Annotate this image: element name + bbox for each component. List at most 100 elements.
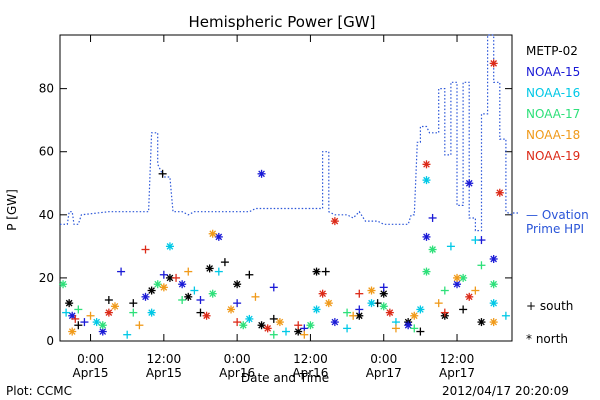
data-point-metp-02-star <box>184 292 193 301</box>
data-point-noaa-15-star <box>141 292 150 301</box>
data-point-noaa-15-plus <box>428 213 437 222</box>
legend-entry-noaa-19: NOAA-19 <box>526 149 580 163</box>
ovation-line-layer <box>60 34 513 232</box>
data-point-noaa-17-plus <box>129 308 138 317</box>
data-point-noaa-19-plus <box>172 273 181 282</box>
ovation-prime-hpi-line <box>60 34 513 232</box>
data-point-noaa-18-star <box>68 327 77 336</box>
legend-entry-noaa-18: NOAA-18 <box>526 128 580 142</box>
x-tick-time-label: 12:00 <box>440 352 475 366</box>
data-point-metp-02-plus <box>129 299 138 308</box>
data-point-metp-02-plus <box>321 267 330 276</box>
data-point-noaa-19-star <box>263 324 272 333</box>
data-point-noaa-15-plus <box>233 299 242 308</box>
data-point-metp-02-plus <box>245 270 254 279</box>
data-point-metp-02-star <box>312 267 321 276</box>
data-point-noaa-15-star <box>330 318 339 327</box>
data-point-noaa-18-plus <box>349 311 358 320</box>
data-point-noaa-15-plus <box>355 305 364 314</box>
data-point-noaa-19-star <box>489 59 498 68</box>
x-tick-date-label: Apr15 <box>146 366 182 380</box>
chart-title: Hemispheric Power [GW] <box>189 13 376 31</box>
data-point-noaa-17-plus <box>477 261 486 270</box>
data-point-noaa-18-star <box>110 302 119 311</box>
x-axis-label: Date and Time <box>241 371 329 385</box>
x-tick-date-label: Apr15 <box>73 366 109 380</box>
data-point-noaa-19-plus <box>294 321 303 330</box>
data-point-noaa-18-star <box>275 318 284 327</box>
data-point-metp-02-plus <box>220 258 229 267</box>
data-point-noaa-18-plus <box>135 321 144 330</box>
data-point-noaa-15-plus <box>159 270 168 279</box>
data-point-noaa-18-star <box>410 311 419 320</box>
data-point-noaa-19-star <box>385 308 394 317</box>
data-point-noaa-18-star <box>208 229 217 238</box>
data-point-noaa-17-star <box>153 280 162 289</box>
data-point-noaa-16-plus <box>471 236 480 245</box>
data-point-noaa-18-star <box>324 299 333 308</box>
y-tick-label: 60 <box>39 145 54 159</box>
data-point-noaa-17-star <box>239 321 248 330</box>
data-point-noaa-18-plus <box>434 299 443 308</box>
data-point-noaa-17-plus <box>440 286 449 295</box>
data-point-noaa-16-plus <box>446 242 455 251</box>
data-point-noaa-16-star <box>165 242 174 251</box>
data-point-noaa-16-plus <box>214 267 223 276</box>
plot-frame <box>59 34 513 342</box>
data-point-noaa-17-star <box>428 245 437 254</box>
data-point-noaa-16-star <box>245 314 254 323</box>
ovation-legend-line2: Prime HPI <box>526 222 584 236</box>
data-points-layer <box>59 59 510 339</box>
data-point-noaa-19-plus <box>440 308 449 317</box>
data-point-noaa-18-plus <box>86 311 95 320</box>
data-point-noaa-15-star <box>214 232 223 241</box>
x-tick-date-label: Apr16 <box>292 366 328 380</box>
x-tick-time-label: 12:00 <box>293 352 328 366</box>
data-point-noaa-15-plus <box>196 295 205 304</box>
x-tick-date-label: Apr16 <box>219 366 255 380</box>
y-axis-label: P [GW] <box>5 189 19 231</box>
data-point-noaa-18-star <box>227 305 236 314</box>
north-key: * north <box>526 332 568 346</box>
data-point-noaa-17-star <box>489 280 498 289</box>
data-point-noaa-16-plus <box>62 308 71 317</box>
data-point-noaa-19-star <box>422 160 431 169</box>
data-point-noaa-17-star <box>379 302 388 311</box>
data-point-noaa-16-star <box>147 308 156 317</box>
axes: 0204060800:00Apr1512:00Apr150:00Apr1612:… <box>39 34 513 380</box>
y-tick-label: 0 <box>46 334 54 348</box>
plot-credit: Plot: CCMC <box>6 384 72 398</box>
data-point-noaa-19-star <box>465 292 474 301</box>
data-point-noaa-19-star <box>104 308 113 317</box>
y-tick-label: 20 <box>39 271 54 285</box>
data-point-noaa-19-plus <box>71 314 80 323</box>
data-point-noaa-18-plus <box>391 324 400 333</box>
data-point-metp-02-star <box>205 264 214 273</box>
data-point-noaa-18-plus <box>251 292 260 301</box>
data-point-noaa-17-star <box>422 267 431 276</box>
data-point-metp-02-star <box>233 280 242 289</box>
legend: METP-02 NOAA-15 NOAA-16 NOAA-17 NOAA-18 NOAA-… <box>513 44 580 214</box>
data-point-noaa-15-star <box>465 179 474 188</box>
data-point-noaa-17-plus <box>343 308 352 317</box>
x-tick-date-label: Apr17 <box>439 366 475 380</box>
data-point-noaa-16-star <box>92 318 101 327</box>
ovation-legend-line1: — Ovation <box>526 208 589 222</box>
data-point-noaa-18-plus <box>184 267 193 276</box>
data-point-noaa-16-plus <box>343 324 352 333</box>
data-point-noaa-17-plus <box>178 295 187 304</box>
data-point-noaa-15-star <box>178 280 187 289</box>
data-point-noaa-19-plus <box>355 289 364 298</box>
data-point-noaa-17-plus <box>410 324 419 333</box>
data-point-noaa-18-star <box>489 318 498 327</box>
data-point-metp-02-plus <box>269 314 278 323</box>
data-point-noaa-17-star <box>59 280 68 289</box>
legend-entry-noaa-15: NOAA-15 <box>526 65 580 79</box>
data-point-noaa-17-star <box>306 321 315 330</box>
data-point-metp-02-plus <box>416 327 425 336</box>
data-point-noaa-17-star <box>98 321 107 330</box>
x-tick-time-label: 12:00 <box>147 352 182 366</box>
data-point-metp-02-plus <box>74 321 83 330</box>
data-point-metp-02-star <box>257 321 266 330</box>
